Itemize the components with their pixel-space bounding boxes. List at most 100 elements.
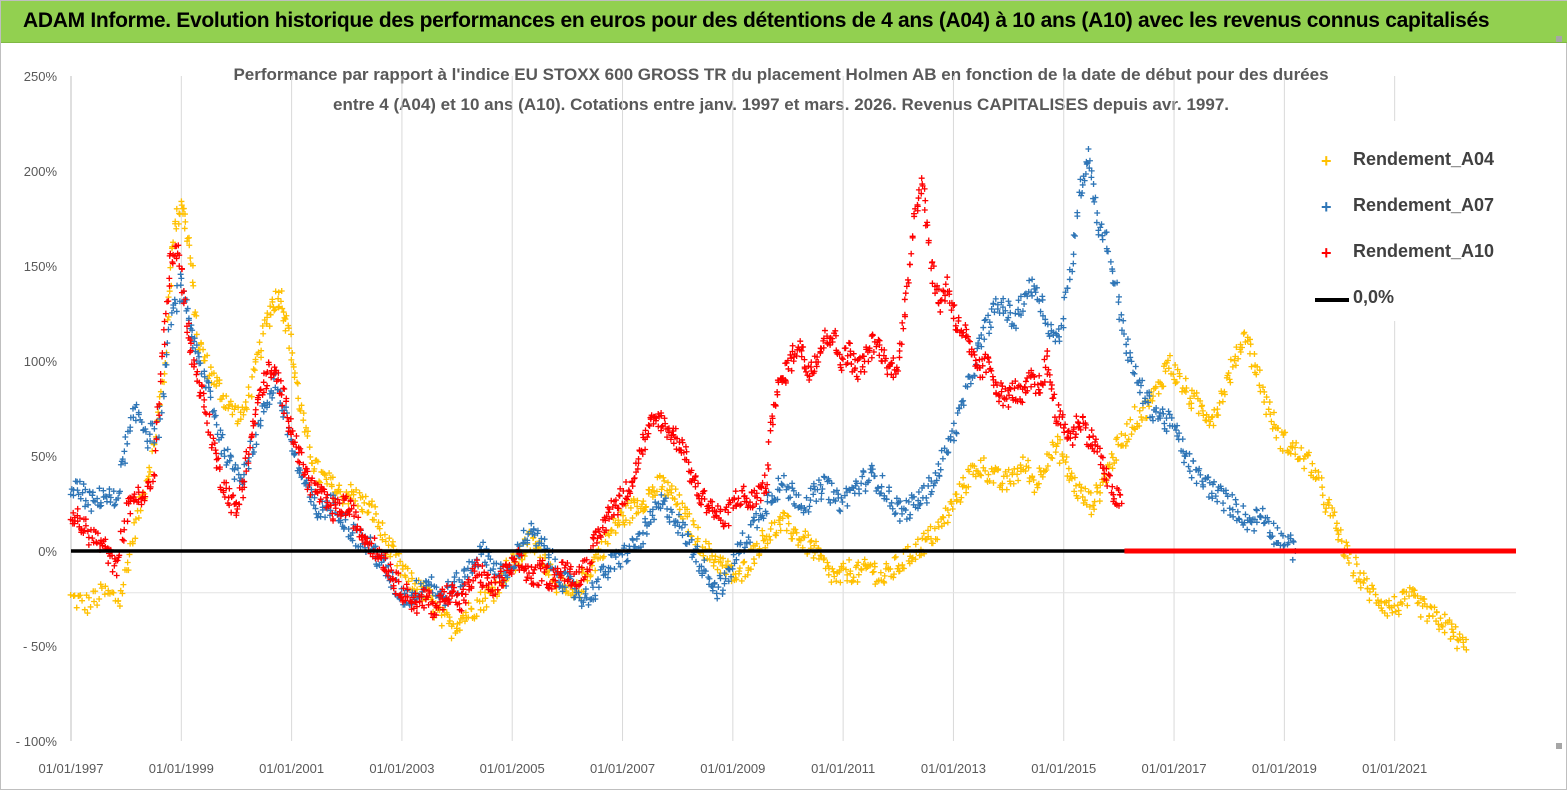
- data-point: [223, 393, 230, 400]
- data-point: [668, 483, 675, 490]
- data-point: [953, 496, 960, 503]
- data-point: [616, 521, 623, 528]
- data-point: [1043, 466, 1050, 473]
- data-point: [235, 471, 242, 478]
- data-point: [1265, 518, 1272, 525]
- data-point: [754, 524, 761, 531]
- data-point: [583, 594, 590, 601]
- data-point: [942, 281, 949, 288]
- data-point: [164, 340, 171, 347]
- data-point: [491, 574, 498, 581]
- data-point: [124, 559, 131, 566]
- data-point: [253, 441, 260, 448]
- data-point: [935, 460, 942, 467]
- data-point: [1062, 289, 1069, 296]
- data-point: [1394, 602, 1401, 609]
- data-point: [829, 565, 836, 572]
- data-point: [891, 554, 898, 561]
- data-point: [524, 537, 531, 544]
- data-point: [229, 411, 236, 418]
- data-point: [1029, 276, 1036, 283]
- data-point: [702, 568, 709, 575]
- data-point: [1157, 415, 1164, 422]
- data-point: [1214, 487, 1221, 494]
- data-point: [900, 565, 907, 572]
- data-point: [817, 481, 824, 488]
- data-point: [1086, 157, 1093, 164]
- data-point: [1022, 378, 1029, 385]
- data-point: [87, 603, 94, 610]
- data-point: [1240, 502, 1247, 509]
- data-point: [465, 576, 472, 583]
- data-point: [832, 332, 839, 339]
- data-point: [1132, 363, 1139, 370]
- data-point: [1289, 556, 1296, 563]
- data-point: [477, 579, 484, 586]
- data-point: [855, 559, 862, 566]
- data-point: [915, 195, 922, 202]
- data-point: [153, 436, 160, 443]
- data-point: [387, 561, 394, 568]
- data-point: [998, 299, 1005, 306]
- data-point: [941, 297, 948, 304]
- data-point: [758, 484, 765, 491]
- data-point: [250, 366, 257, 373]
- data-point: [506, 561, 513, 568]
- data-point: [127, 424, 134, 431]
- data-point: [627, 504, 634, 511]
- data-point: [1329, 505, 1336, 512]
- data-point: [139, 489, 146, 496]
- data-point: [956, 405, 963, 412]
- data-point: [450, 584, 457, 591]
- data-point: [1361, 576, 1368, 583]
- data-point: [74, 518, 81, 525]
- data-point: [75, 491, 82, 498]
- data-point: [963, 326, 970, 333]
- data-point: [345, 526, 352, 533]
- data-point: [1039, 473, 1046, 480]
- data-point: [98, 502, 105, 509]
- data-point: [1115, 299, 1122, 306]
- data-point: [161, 341, 168, 348]
- data-point: [149, 420, 156, 427]
- data-point: [1138, 414, 1145, 421]
- data-point: [1242, 511, 1249, 518]
- data-point: [197, 392, 204, 399]
- data-point: [1374, 597, 1381, 604]
- data-point: [937, 308, 944, 315]
- data-point: [186, 242, 193, 249]
- data-point: [173, 225, 180, 232]
- data-point: [682, 521, 689, 528]
- data-point: [783, 527, 790, 534]
- data-point: [304, 432, 311, 439]
- data-point: [408, 600, 415, 607]
- data-point: [1161, 420, 1168, 427]
- data-point: [1285, 539, 1292, 546]
- data-point: [300, 472, 307, 479]
- data-point: [990, 479, 997, 486]
- data-point: [1441, 611, 1448, 618]
- resize-handle-top: [1556, 36, 1562, 42]
- data-point: [297, 467, 304, 474]
- data-point: [314, 458, 321, 465]
- data-point: [635, 509, 642, 516]
- data-point: [702, 538, 709, 545]
- data-point: [187, 337, 194, 344]
- data-point: [924, 222, 931, 229]
- data-point: [930, 263, 937, 270]
- data-point: [190, 282, 197, 289]
- data-point: [1195, 410, 1202, 417]
- data-point: [1125, 436, 1132, 443]
- data-point: [611, 565, 618, 572]
- data-point: [1082, 424, 1089, 431]
- data-point: [1186, 450, 1193, 457]
- data-point: [904, 276, 911, 283]
- data-point: [1128, 358, 1135, 365]
- data-point: [626, 488, 633, 495]
- data-point: [839, 498, 846, 505]
- data-point: [1173, 427, 1180, 434]
- data-point: [717, 508, 724, 515]
- data-point: [332, 505, 339, 512]
- data-point: [639, 431, 646, 438]
- data-point: [492, 591, 499, 598]
